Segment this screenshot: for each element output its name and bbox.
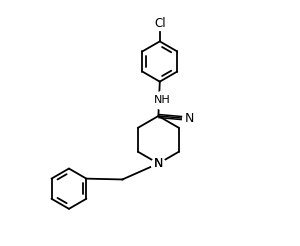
Text: N: N (154, 157, 163, 170)
Text: NH: NH (154, 95, 171, 105)
Text: N: N (154, 157, 163, 170)
Text: N: N (185, 112, 194, 124)
Text: Cl: Cl (154, 17, 166, 30)
